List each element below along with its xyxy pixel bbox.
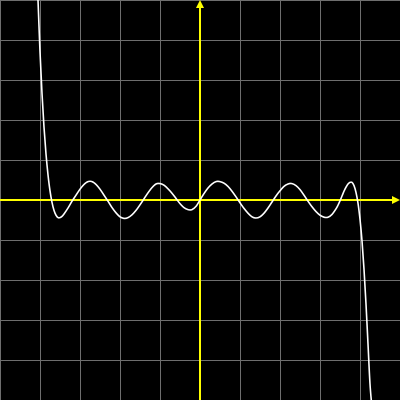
y-axis-arrow [196,0,204,8]
series-line-0 [37,0,373,400]
x-axis-arrow [392,196,400,204]
curve-layer [37,0,373,400]
